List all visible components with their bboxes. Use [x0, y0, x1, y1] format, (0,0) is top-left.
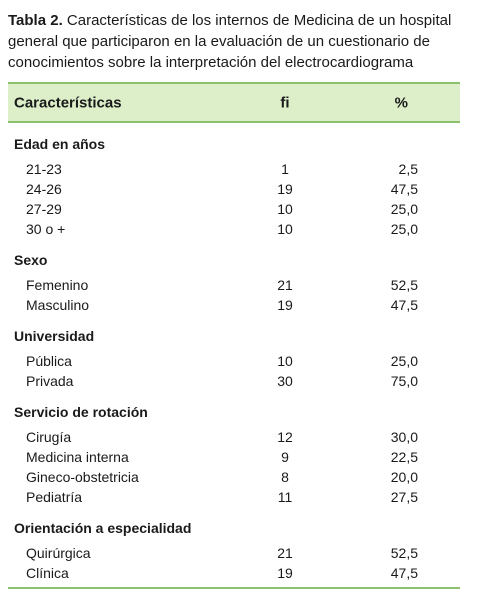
- cell: Clínica: [26, 565, 69, 581]
- caption: Tabla 2. Características de los internos…: [8, 10, 474, 73]
- cell: 21-23: [26, 161, 62, 177]
- cell: 25,0: [390, 201, 418, 217]
- data-row: 30 o + 10 25,0: [8, 219, 460, 239]
- cell: 11: [277, 489, 293, 505]
- caption-line: conocimientos sobre la interpretación de…: [8, 54, 414, 71]
- cell: 25,0: [390, 353, 418, 369]
- cell: 22,5: [390, 449, 418, 465]
- cell: Pública: [26, 353, 72, 369]
- caption-text: Características de los internos de Medic…: [66, 12, 452, 29]
- cell: 52,5: [390, 545, 418, 561]
- cell: 1: [281, 161, 289, 177]
- cell: Quirúrgica: [26, 545, 91, 561]
- cell: 19: [277, 565, 293, 581]
- cell: 27-29: [26, 201, 62, 217]
- cell: 19: [277, 297, 293, 313]
- header-cell: fi: [280, 94, 290, 111]
- data-row: Pública 10 25,0: [8, 351, 460, 371]
- data-row: Cirugía 12 30,0: [8, 427, 460, 447]
- cell: 24-26: [26, 181, 62, 197]
- group-title-row: Orientación a especialidad: [8, 518, 460, 538]
- cell: 9: [281, 449, 289, 465]
- cell: Privada: [26, 373, 74, 389]
- group-title: Universidad: [14, 328, 95, 344]
- data-row: 27-29 10 25,0: [8, 199, 460, 219]
- cell: 27,5: [390, 489, 418, 505]
- cell: 2,5: [398, 161, 418, 177]
- cell: 47,5: [390, 565, 418, 581]
- group-title: Sexo: [14, 252, 48, 268]
- cell: 30: [277, 373, 293, 389]
- data-row: Gineco-obstetricia 8 20,0: [8, 467, 460, 487]
- cell: 21: [277, 277, 293, 293]
- cell: Masculino: [26, 297, 90, 313]
- cell: 75,0: [390, 373, 418, 389]
- cell: 47,5: [390, 181, 418, 197]
- cell: 10: [277, 201, 293, 217]
- cell: 10: [277, 353, 293, 369]
- data-row: Quirúrgica 21 52,5: [8, 543, 460, 563]
- group-title: Edad en años: [14, 136, 106, 152]
- cell: 12: [277, 429, 293, 445]
- cell: 20,0: [390, 469, 418, 485]
- cell: Gineco-obstetricia: [26, 469, 139, 485]
- group-title: Orientación a especialidad: [14, 520, 192, 536]
- cell: 19: [277, 181, 293, 197]
- table: Características fi% Edad en años 21-23 1 2,5 2…: [8, 82, 460, 589]
- group-title-row: Edad en años: [8, 134, 460, 154]
- cell: 30,0: [390, 429, 418, 445]
- caption-line: general que participaron en la evaluació…: [8, 33, 430, 50]
- cell: 21: [277, 545, 293, 561]
- header-cell: %: [394, 94, 408, 111]
- cell: Pediatría: [26, 489, 83, 505]
- caption-label: Tabla 2.: [8, 12, 63, 29]
- group-title-row: Servicio de rotación: [8, 402, 460, 422]
- data-row: Privada 30 75,0: [8, 371, 460, 391]
- data-row: Pediatría 11 27,5: [8, 487, 460, 507]
- header-cell: Características: [14, 94, 122, 111]
- group-title-row: Universidad: [8, 326, 460, 346]
- data-row: Clínica 19 47,5: [8, 563, 460, 583]
- group-title-row: Sexo: [8, 250, 460, 270]
- data-row: 24-26 19 47,5: [8, 179, 460, 199]
- data-row: Medicina interna 9 22,5: [8, 447, 460, 467]
- data-row: 21-23 1 2,5: [8, 159, 460, 179]
- cell: 30 o +: [26, 221, 66, 237]
- cell: Medicina interna: [26, 449, 129, 465]
- cell: 8: [281, 469, 289, 485]
- caption-line: Tabla 2. Características de los internos…: [8, 10, 474, 31]
- data-row: Femenino 21 52,5: [8, 275, 460, 295]
- group-title: Servicio de rotación: [14, 404, 148, 420]
- cell: Femenino: [26, 277, 89, 293]
- header-row: Características fi%: [8, 84, 460, 123]
- data-row: Masculino 19 47,5: [8, 295, 460, 315]
- cell: 47,5: [390, 297, 418, 313]
- cell: 52,5: [390, 277, 418, 293]
- cell: 25,0: [390, 221, 418, 237]
- cell: 10: [277, 221, 293, 237]
- cell: Cirugía: [26, 429, 72, 445]
